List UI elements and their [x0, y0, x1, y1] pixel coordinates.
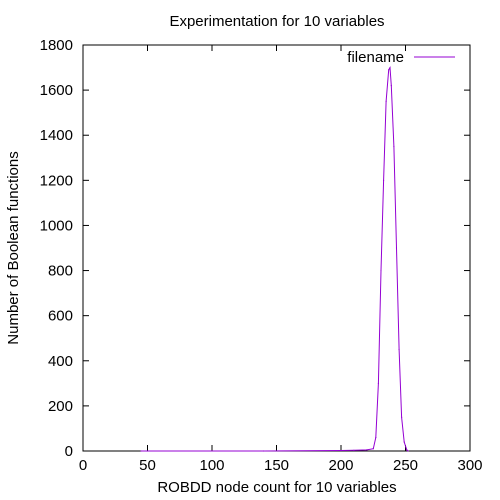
plot-frame [82, 44, 471, 452]
series-layer [140, 65, 409, 452]
data-point [407, 450, 409, 452]
data-point [380, 269, 382, 272]
y-tick-label: 200 [48, 398, 73, 415]
data-point [353, 449, 355, 451]
y-tick-label: 1000 [40, 217, 73, 234]
x-axis-label: ROBDD node count for 10 variables [157, 479, 396, 496]
y-tick-label: 600 [48, 308, 73, 325]
data-point [390, 85, 392, 87]
x-tick-label: 200 [328, 457, 353, 474]
chart-title: Experimentation for 10 variables [169, 13, 384, 30]
y-tick-label: 800 [48, 263, 73, 280]
data-point [340, 449, 342, 452]
y-axis-ticks: 0 200 400 600 800 1000 1200 1400 1600 1800 [40, 37, 470, 460]
data-point [385, 100, 387, 102]
legend-label: filename [347, 49, 404, 66]
data-point [140, 450, 142, 452]
data-point [406, 449, 408, 451]
y-tick-label: 1800 [40, 37, 73, 54]
x-tick-label: 0 [79, 457, 87, 474]
x-tick-label: 50 [139, 457, 156, 474]
data-point [375, 436, 377, 439]
data-point [388, 69, 390, 71]
y-tick-label: 1400 [40, 127, 73, 144]
data-point [393, 145, 395, 148]
legend: filename [347, 49, 455, 66]
data-point [382, 179, 385, 181]
data-point [389, 66, 391, 69]
data-point [401, 416, 403, 418]
y-tick-label: 1600 [40, 82, 73, 99]
series-line-filename [141, 65, 409, 452]
y-axis-label: Number of Boolean functions [5, 151, 22, 344]
x-tick-label: 150 [264, 457, 289, 474]
y-tick-label: 400 [48, 353, 73, 370]
x-axis-ticks: 0 50 100 150 200 250 300 [79, 45, 483, 474]
data-point [377, 382, 380, 384]
data-point [395, 247, 398, 249]
x-tick-label: 300 [457, 457, 482, 474]
x-tick-label: 100 [199, 457, 224, 474]
x-tick-label: 250 [393, 457, 418, 474]
data-point [146, 450, 149, 452]
data-point [366, 449, 368, 451]
data-point [263, 450, 265, 452]
data-point [398, 348, 400, 351]
data-point [372, 448, 374, 450]
data-point [403, 441, 405, 443]
y-tick-label: 0 [65, 443, 73, 460]
y-tick-label: 1200 [40, 172, 73, 189]
